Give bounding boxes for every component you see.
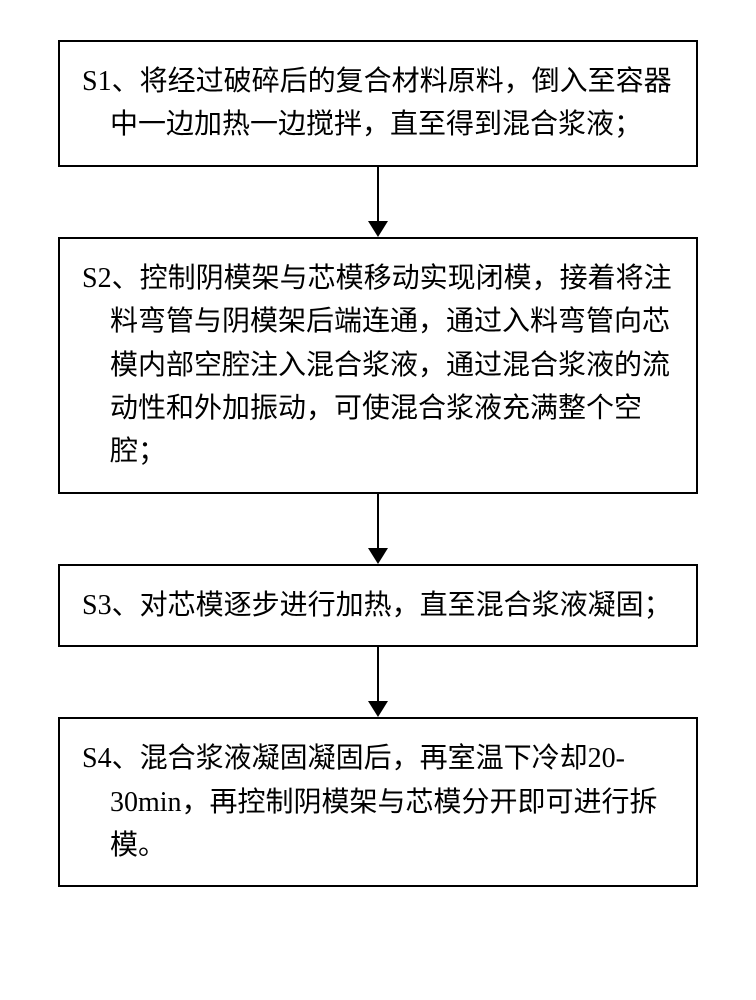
step-box-s2: S2、控制阴模架与芯模移动实现闭模，接着将注料弯管与阴模架后端连通，通过入料弯管…: [58, 237, 698, 494]
arrow-head-icon: [368, 548, 388, 564]
step-box-s3: S3、对芯模逐步进行加热，直至混合浆液凝固；: [58, 564, 698, 647]
arrow-2: [368, 494, 388, 564]
arrow-1: [368, 167, 388, 237]
flowchart-container: S1、将经过破碎后的复合材料原料，倒入至容器中一边加热一边搅拌，直至得到混合浆液…: [58, 40, 698, 887]
step-text: S4、混合浆液凝固凝固后，再室温下冷却20-30min，再控制阴模架与芯模分开即…: [82, 743, 658, 861]
step-text: S3、对芯模逐步进行加热，直至混合浆液凝固；: [82, 590, 672, 621]
arrow-line: [377, 494, 379, 548]
arrow-line: [377, 167, 379, 221]
arrow-3: [368, 647, 388, 717]
arrow-head-icon: [368, 701, 388, 717]
step-text: S1、将经过破碎后的复合材料原料，倒入至容器中一边加热一边搅拌，直至得到混合浆液…: [82, 66, 672, 140]
step-box-s1: S1、将经过破碎后的复合材料原料，倒入至容器中一边加热一边搅拌，直至得到混合浆液…: [58, 40, 698, 167]
step-text: S2、控制阴模架与芯模移动实现闭模，接着将注料弯管与阴模架后端连通，通过入料弯管…: [82, 263, 672, 468]
step-box-s4: S4、混合浆液凝固凝固后，再室温下冷却20-30min，再控制阴模架与芯模分开即…: [58, 717, 698, 887]
arrow-head-icon: [368, 221, 388, 237]
arrow-line: [377, 647, 379, 701]
